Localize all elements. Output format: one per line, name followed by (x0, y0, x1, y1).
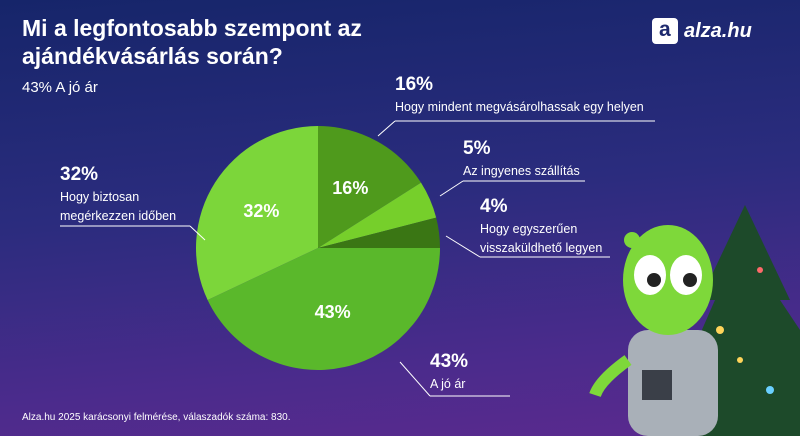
pie-slice (196, 126, 318, 300)
annotation-label: Az ingyenes szállítás (463, 164, 580, 178)
leader-line (399, 361, 431, 397)
annotation: 16% Hogy mindent megvásárolhassak egy hel… (395, 74, 665, 117)
pie-slice (318, 217, 440, 248)
annotation-percent: 32% (60, 164, 99, 185)
chart-title: Mi a legfontosabb szempont az ajándékvás… (22, 15, 362, 69)
annotation-label: Hogy biztosan megérkezzen időben (60, 190, 177, 223)
chart-subtitle: 43% A jó ár (22, 79, 98, 96)
annotation: 43% A jó ár (430, 351, 550, 394)
annotation-percent: 43% (430, 351, 469, 372)
pie-slice (318, 126, 422, 248)
logo-letter: a (659, 18, 671, 41)
leader-line (445, 235, 481, 258)
slice-label: 43% (315, 302, 351, 322)
annotation-percent: 16% (395, 74, 434, 95)
annotation-percent: 4% (480, 196, 508, 217)
leader-line (377, 120, 396, 137)
leader-line (439, 180, 464, 197)
logo-icon (652, 18, 678, 44)
annotation-label: Hogy egyszerűen visszaküldhető legyen (480, 222, 603, 255)
decoration (589, 205, 800, 436)
slice-label: 16% (332, 178, 368, 198)
pie-slice (318, 182, 437, 248)
source-note: Alza.hu 2025 karácsonyi felmérése, válas… (22, 412, 291, 423)
annotation-label: A jó ár (430, 377, 466, 391)
annotation: 4% Hogy egyszerűen visszaküldhető legyen (480, 196, 630, 258)
annotation-percent: 5% (463, 138, 491, 159)
leader-line (189, 225, 206, 241)
logo-text: alza.hu (684, 20, 752, 42)
annotation-label: Hogy mindent megvásárolhassak egy helyen (395, 100, 644, 114)
pie-slice (207, 248, 440, 370)
annotation: 5% Az ingyenes szállítás (463, 138, 613, 181)
annotation: 32% Hogy biztosan megérkezzen időben (60, 164, 200, 226)
slice-label: 32% (243, 201, 279, 221)
